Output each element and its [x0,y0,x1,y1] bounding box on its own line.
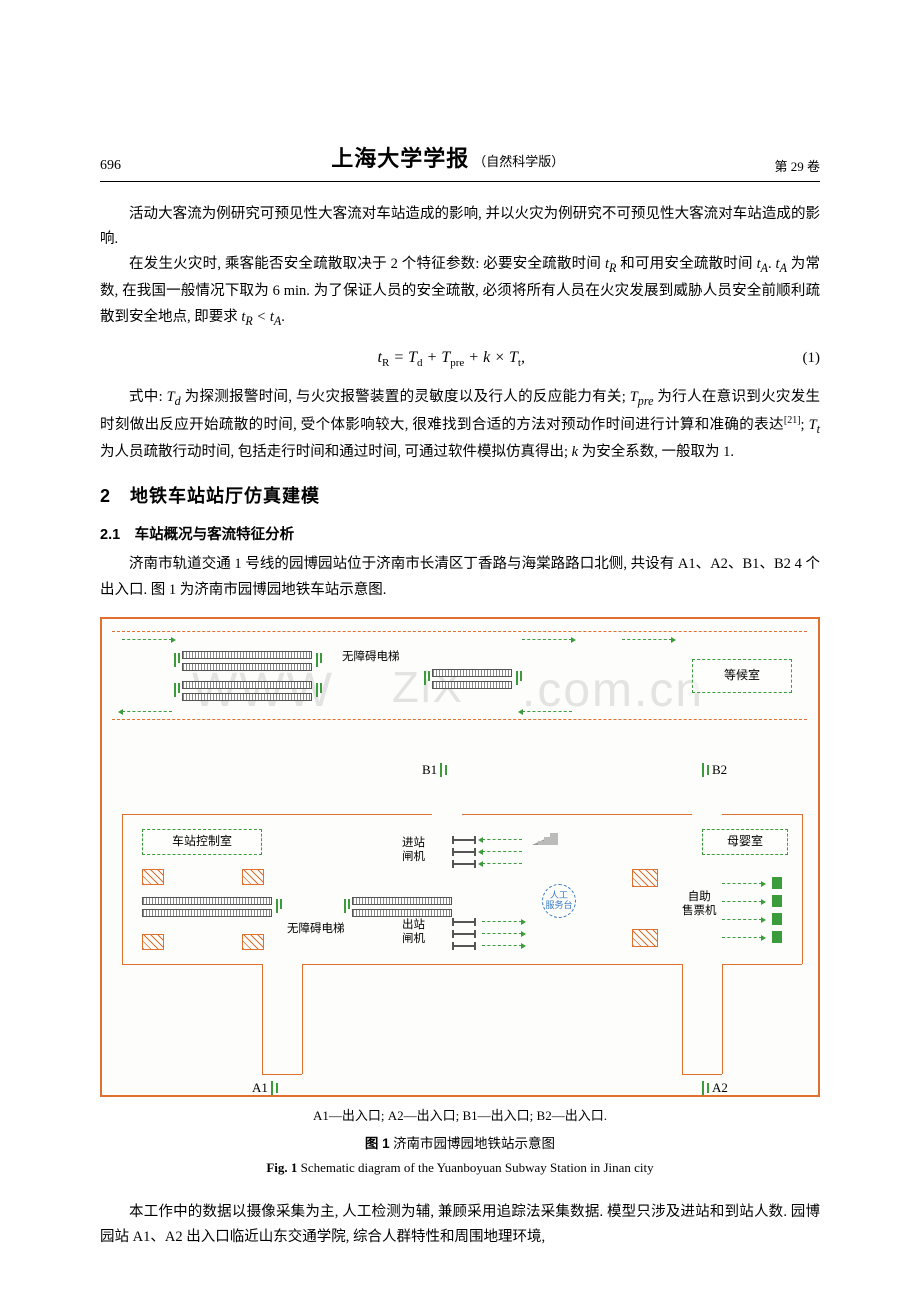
elevator-label-2: 无障碍电梯 [287,919,345,939]
ticket-machine-label: 自助售票机 [682,891,717,919]
exit-gate-label: 出站闸机 [402,919,425,947]
figure-note: A1—出入口; A2—出入口; B1—出入口; B2—出入口. [100,1105,820,1128]
equation-number: (1) [803,345,821,371]
control-room: 车站控制室 [142,829,262,855]
equation-body: tR = Td + Tpre + k × Tt, [378,344,525,373]
volume-label: 第 29 卷 [774,156,820,179]
stair-icon [532,831,558,845]
gate-b2: B2 [702,759,727,782]
section-2-1-heading: 2.1 车站概况与客流特征分析 [100,523,820,548]
waiting-room: 等候室 [692,659,792,693]
figure-caption-en: Fig. 1 Schematic diagram of the Yuanboyu… [100,1157,820,1180]
page-header: 696 上海大学学报 （自然科学版） 第 29 卷 [100,140,820,182]
entry-gate-label: 进站闸机 [402,837,425,865]
service-desk: 人工服务台 [542,884,576,918]
gate-a2: A2 [702,1077,728,1100]
figure-diagram: WWW ZiX .com.cn 无障碍电梯 等候室 [100,617,820,1097]
equation-1: tR = Td + Tpre + k × Tt, (1) [100,344,820,373]
figure-caption-cn: 图 1 济南市园博园地铁站示意图 [100,1132,820,1156]
page-number: 696 [100,154,121,179]
figure-1: WWW ZiX .com.cn 无障碍电梯 等候室 [100,617,820,1180]
paragraph-3: 式中: Td 为探测报警时间, 与火灾报警装置的灵敏度以及行人的反应能力有关; … [100,385,820,465]
paragraph-5: 本工作中的数据以摄像采集为主, 人工检测为辅, 兼顾采用追踪法采集数据. 模型只… [100,1200,820,1251]
watermark: .com.cn [522,649,704,733]
paragraph-2: 在发生火灾时, 乘客能否安全疏散取决于 2 个特征参数: 必要安全疏散时间 tR… [100,252,820,331]
watermark: WWW [192,649,334,733]
elevator-label: 无障碍电梯 [342,647,400,667]
journal-main: 上海大学学报 [331,140,469,179]
gate-a1: A1 [252,1077,278,1100]
journal-title: 上海大学学报 （自然科学版） [331,140,564,179]
journal-sub: （自然科学版） [473,151,564,174]
paragraph-1: 活动大客流为例研究可预见性大客流对车站造成的影响, 并以火灾为例研究不可预见性大… [100,202,820,253]
nursery-room: 母婴室 [702,829,788,855]
paragraph-4: 济南市轨道交通 1 号线的园博园站位于济南市长清区丁香路与海棠路路口北侧, 共设… [100,552,820,603]
section-2-heading: 2 地铁车站站厅仿真建模 [100,481,820,513]
gate-b1: B1 [422,759,447,782]
